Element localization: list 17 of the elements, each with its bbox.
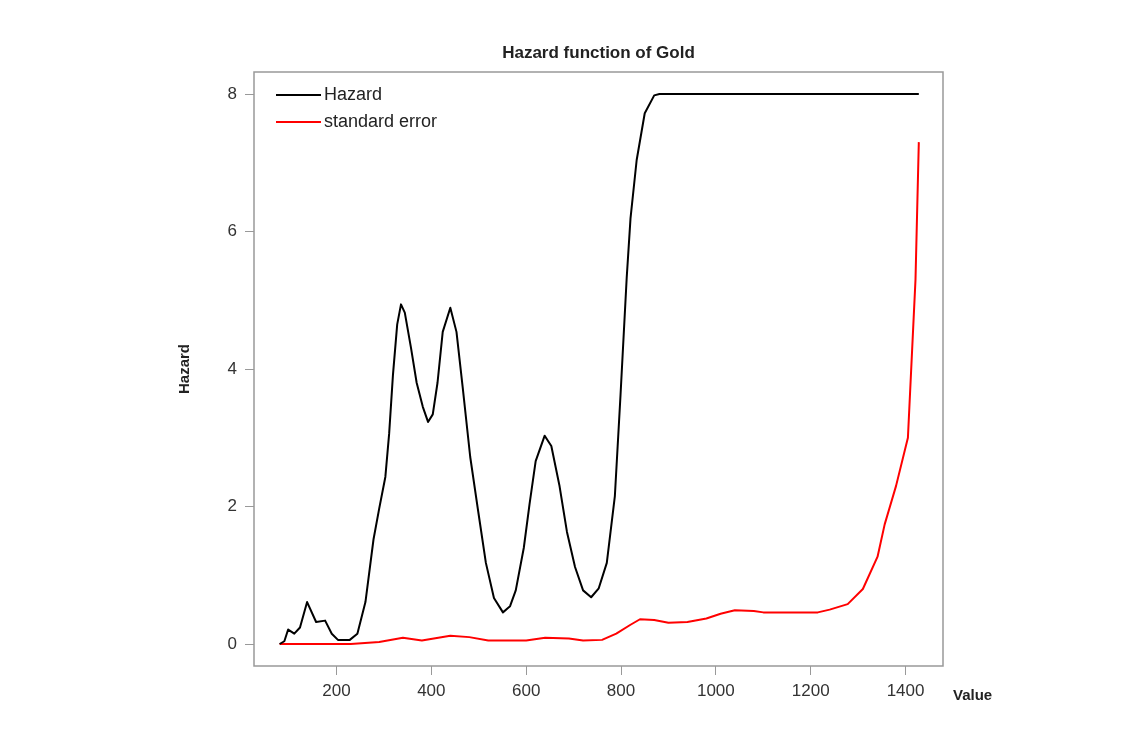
y-tick-label: 8	[227, 83, 237, 103]
legend-label: standard error	[324, 110, 438, 131]
y-tick-label: 0	[227, 633, 237, 653]
x-tick-label: 1000	[696, 680, 735, 700]
x-axis-title: Value	[953, 686, 993, 703]
legend-label: Hazard	[324, 83, 383, 104]
x-tick-label: 600	[512, 680, 541, 700]
x-tick-label: 1200	[791, 680, 830, 700]
chart-title: Hazard function of Gold	[502, 43, 695, 62]
y-tick-label: 2	[227, 496, 237, 516]
x-tick-label: 400	[417, 680, 446, 700]
x-tick-label: 200	[322, 680, 351, 700]
x-tick-label: 1400	[886, 680, 925, 700]
x-tick-label: 800	[606, 680, 636, 700]
y-tick-label: 4	[227, 358, 237, 378]
y-tick-label: 6	[227, 221, 237, 241]
y-axis-title: Hazard	[175, 343, 192, 395]
